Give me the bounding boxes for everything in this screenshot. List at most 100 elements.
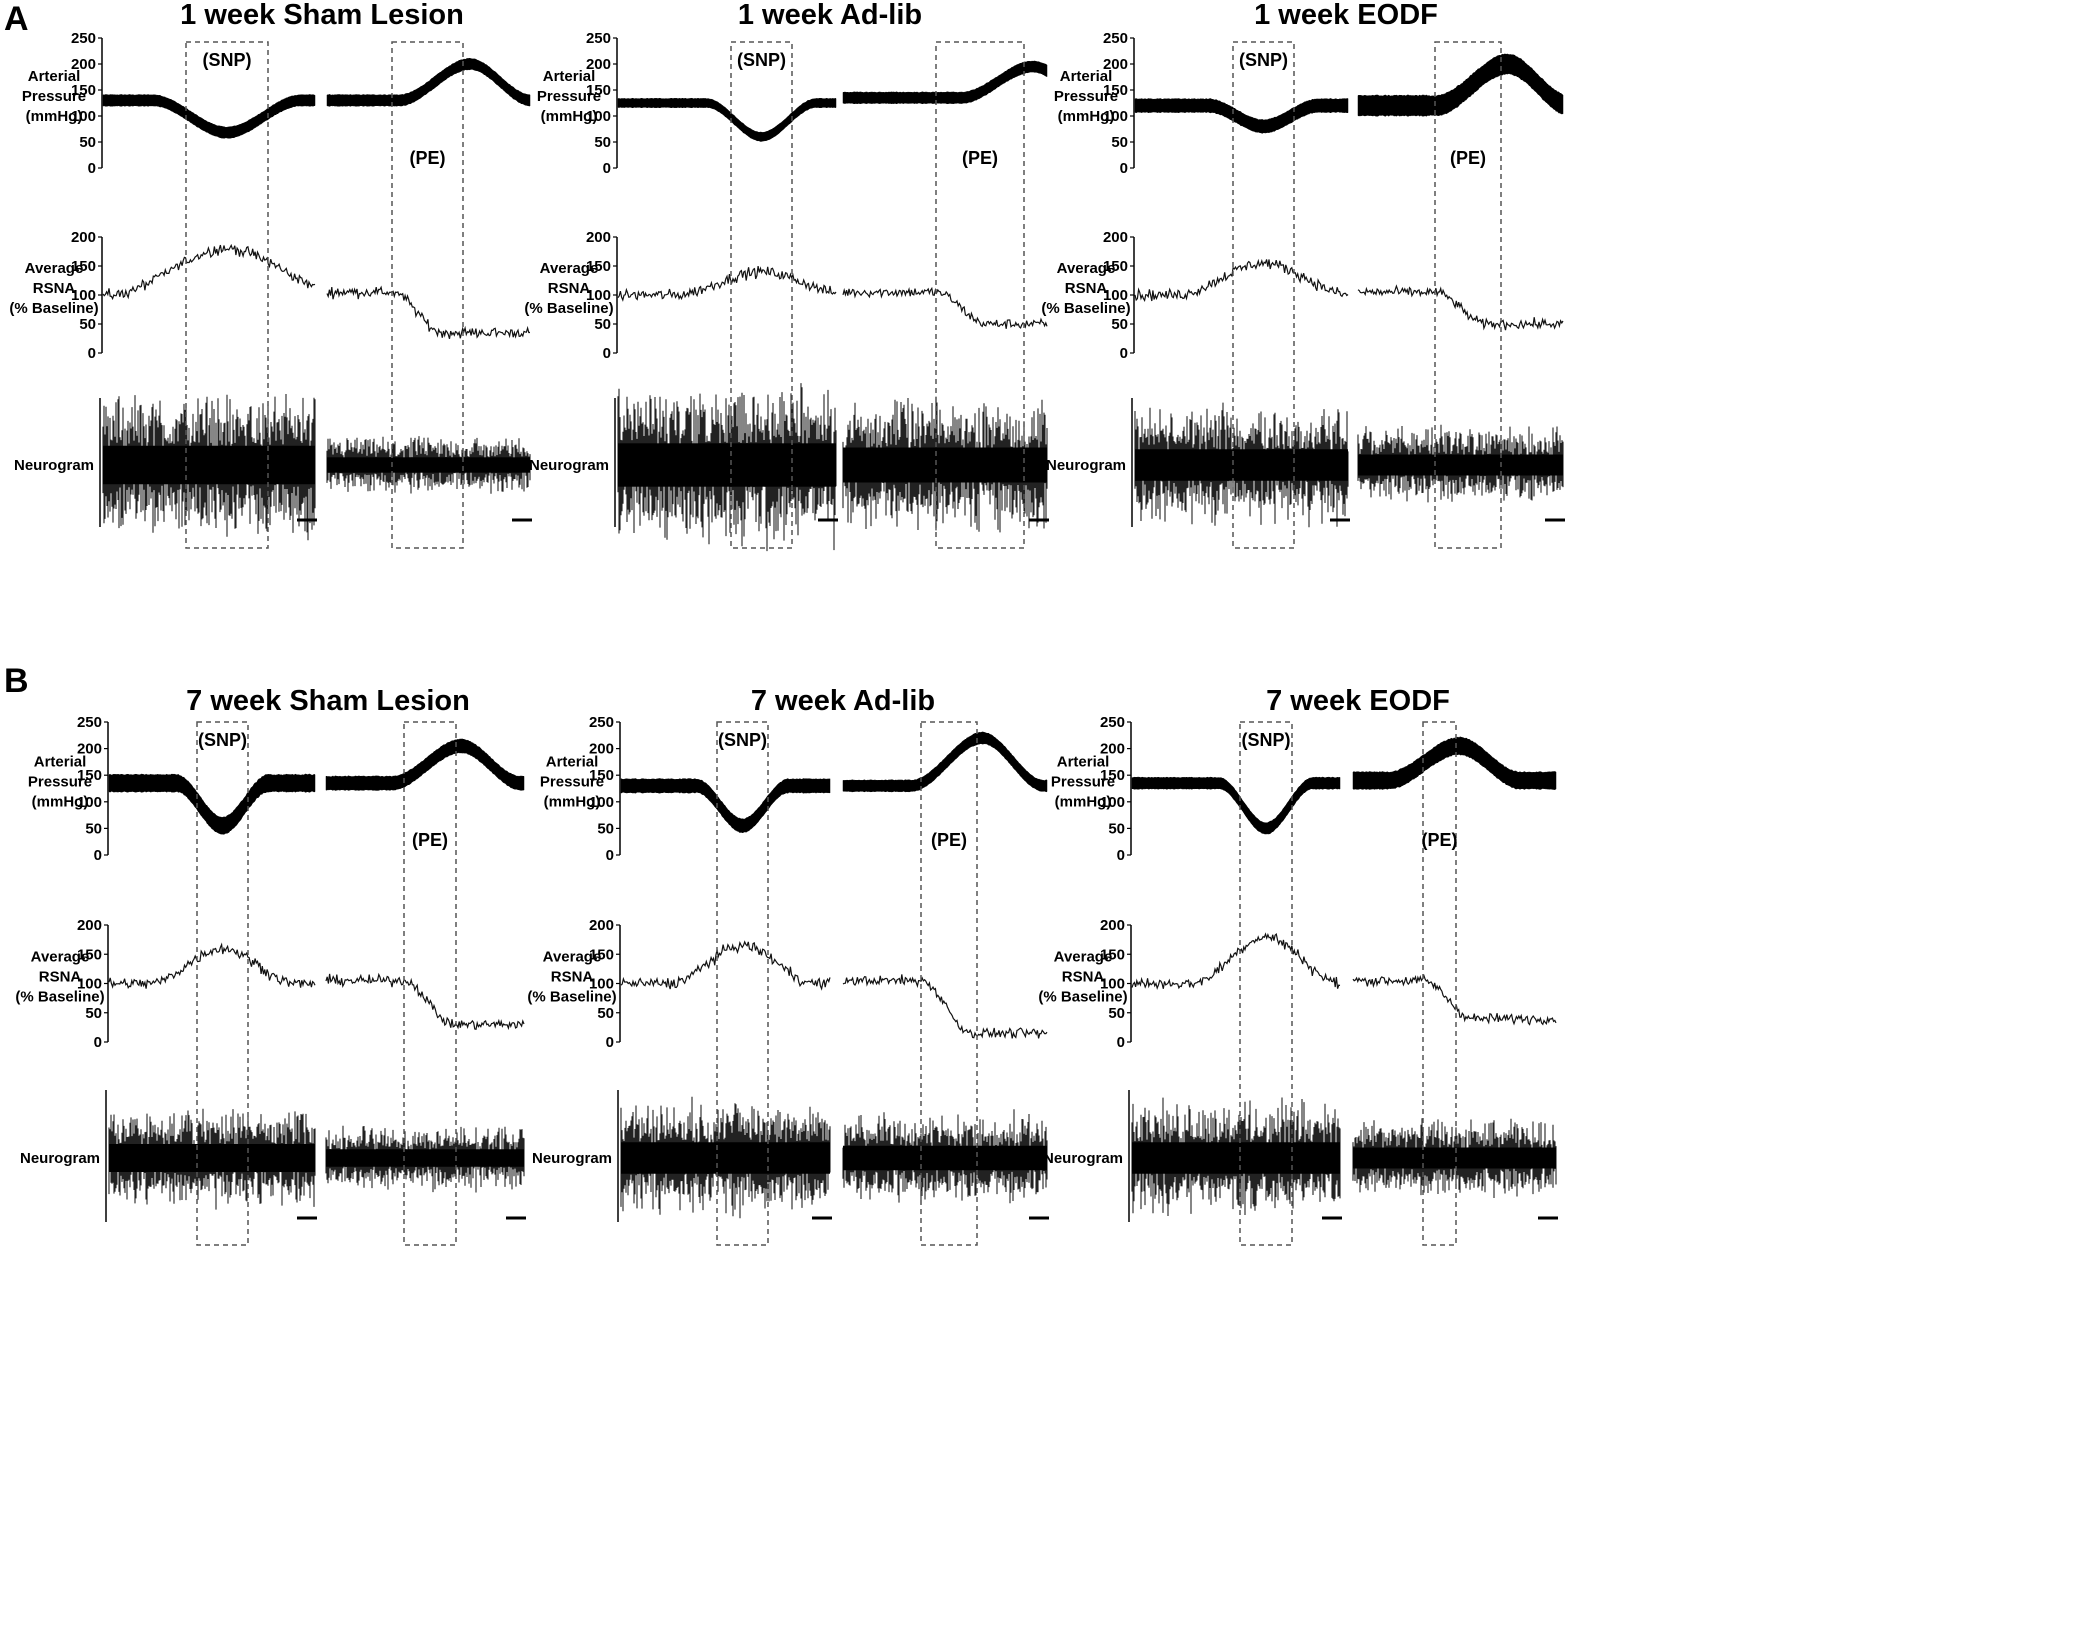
rsna-snp-trace	[1134, 258, 1349, 302]
bp-tick-label: 250	[1100, 714, 1125, 731]
rsna-row-label: (% Baseline)	[9, 300, 98, 317]
bp-tick-label: 200	[77, 741, 102, 758]
pe-box	[920, 721, 978, 1246]
bp-tick-label: 250	[589, 714, 614, 731]
bp-pe-trace	[842, 60, 1048, 105]
bp-row-label: Pressure	[540, 774, 604, 791]
panel-title: 7 week EODF	[1266, 685, 1450, 717]
rsna-row-label: Average	[540, 260, 599, 277]
neurogram-row-label: Neurogram	[1043, 1150, 1123, 1167]
panel-3: 1 week EODF Arterial Pressure (mmHg) Average…	[1041, 0, 1565, 549]
pe-label: (PE)	[1422, 830, 1458, 850]
rsna-tick-label: 150	[77, 946, 102, 963]
rsna-row-label: (% Baseline)	[1041, 300, 1130, 317]
snp-label: (SNP)	[718, 730, 767, 750]
bp-tick-label: 150	[77, 767, 102, 784]
neurogram-pe-trace-core	[1358, 454, 1563, 476]
rsna-tick-label: 50	[594, 316, 611, 333]
bp-tick-label: 150	[589, 767, 614, 784]
snp-label: (SNP)	[198, 730, 247, 750]
rsna-tick-label: 150	[1103, 258, 1128, 275]
rsna-tick-label: 0	[603, 345, 611, 362]
bp-tick-label: 0	[606, 847, 614, 864]
pe-box	[1422, 721, 1457, 1246]
bp-row-label: (mmHg)	[32, 794, 89, 811]
neurogram-snp-trace-core	[1132, 1142, 1340, 1174]
panel-title: 1 week Ad-lib	[738, 0, 922, 31]
bp-snp-trace	[620, 778, 831, 833]
rsna-tick-label: 200	[589, 917, 614, 934]
rsna-tick-label: 150	[589, 946, 614, 963]
rsna-pe-trace	[842, 974, 1048, 1039]
neurogram-row-label: Neurogram	[20, 1150, 100, 1167]
bp-tick-label: 0	[1120, 160, 1128, 177]
panel-1: 1 week Sham Lesion Arterial Pressure (mmHg)…	[9, 0, 532, 549]
bp-tick-label: 50	[594, 134, 611, 151]
bp-row-label: Pressure	[1051, 774, 1115, 791]
neurogram-pe-trace-core	[843, 447, 1047, 483]
bp-row-label: Arterial	[1057, 754, 1110, 771]
neurogram-pe-trace-core	[843, 1145, 1047, 1171]
snp-box	[196, 721, 249, 1246]
bp-tick-label: 50	[1111, 134, 1128, 151]
bp-snp-trace	[1131, 776, 1341, 835]
rsna-tick-label: 50	[1111, 316, 1128, 333]
snp-label: (SNP)	[737, 50, 786, 70]
bp-tick-label: 250	[586, 30, 611, 47]
bp-tick-label: 150	[1100, 767, 1125, 784]
neurogram-row-label: Neurogram	[532, 1150, 612, 1167]
rsna-row-label: RSNA	[548, 280, 591, 297]
bp-tick-label: 100	[1100, 794, 1125, 811]
bp-tick-label: 100	[77, 794, 102, 811]
neurogram-snp-trace-core	[109, 1144, 315, 1172]
bp-tick-label: 100	[71, 108, 96, 125]
panel-6: 7 week EODF Arterial Pressure (mmHg) Average…	[1038, 685, 1558, 1246]
rsna-tick-label: 100	[589, 976, 614, 993]
bp-tick-label: 0	[1117, 847, 1125, 864]
bp-tick-label: 50	[79, 134, 96, 151]
bp-snp-trace	[1134, 98, 1349, 134]
bp-row-label: (mmHg)	[1055, 794, 1112, 811]
rsna-row-label: RSNA	[1062, 969, 1105, 986]
bp-tick-label: 150	[71, 82, 96, 99]
bp-row-label: (mmHg)	[541, 108, 598, 125]
bp-pe-trace	[842, 731, 1048, 793]
rsna-row-label: (% Baseline)	[524, 300, 613, 317]
rsna-tick-label: 0	[1117, 1034, 1125, 1051]
panel-2: 1 week Ad-lib Arterial Pressure (mmHg) Avera…	[524, 0, 1049, 552]
bp-row-label: Pressure	[1054, 88, 1118, 105]
rsna-row-label: Average	[543, 949, 602, 966]
rsna-snp-trace	[1131, 932, 1341, 991]
pe-label: (PE)	[410, 148, 446, 168]
bp-tick-label: 50	[1108, 820, 1125, 837]
rsna-row-label: Average	[25, 260, 84, 277]
pe-label: (PE)	[962, 148, 998, 168]
rsna-tick-label: 200	[586, 229, 611, 246]
rsna-tick-label: 200	[71, 229, 96, 246]
rsna-row-label: (% Baseline)	[527, 989, 616, 1006]
rsna-pe-trace	[326, 285, 530, 339]
pe-box	[391, 41, 464, 549]
panel-title: 7 week Sham Lesion	[186, 685, 470, 717]
rsna-row-label: Average	[31, 949, 90, 966]
bp-row-label: Arterial	[28, 68, 81, 85]
bp-tick-label: 0	[603, 160, 611, 177]
rsna-tick-label: 200	[1100, 917, 1125, 934]
pe-label: (PE)	[1450, 148, 1486, 168]
neurogram-snp-trace-core	[618, 443, 836, 487]
rsna-tick-label: 200	[1103, 229, 1128, 246]
rsna-pe-trace	[1357, 284, 1564, 331]
bp-snp-trace	[617, 97, 837, 142]
pe-label: (PE)	[931, 830, 967, 850]
rsna-tick-label: 100	[586, 287, 611, 304]
bp-tick-label: 250	[71, 30, 96, 47]
bp-row-label: Pressure	[28, 774, 92, 791]
neurogram-pe-trace-core	[326, 1149, 524, 1167]
bp-tick-label: 100	[586, 108, 611, 125]
rsna-tick-label: 50	[1108, 1005, 1125, 1022]
panel-5: 7 week Ad-lib Arterial Pressure (mmHg) Avera…	[527, 685, 1049, 1246]
bp-pe-trace	[325, 738, 525, 791]
bp-tick-label: 0	[94, 847, 102, 864]
panel-title: 1 week EODF	[1254, 0, 1438, 31]
bp-row-label: Pressure	[537, 88, 601, 105]
